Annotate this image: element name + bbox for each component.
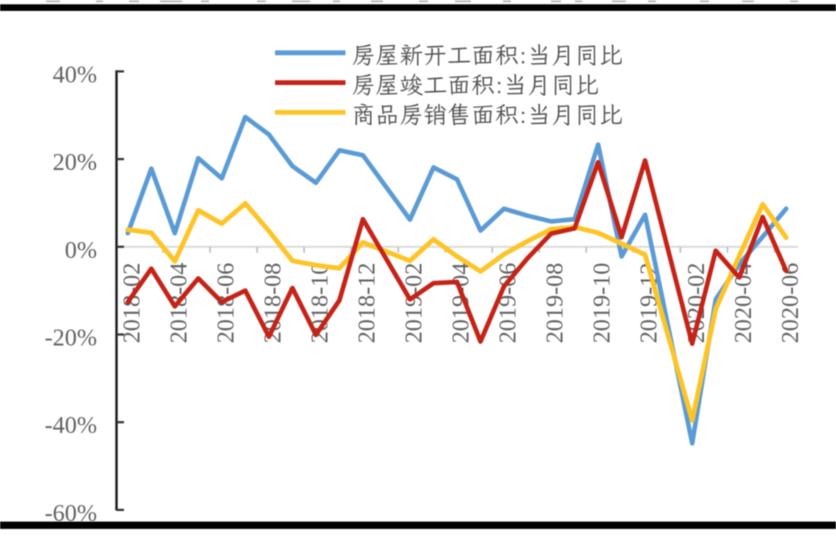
svg-text:2019-08: 2019-08 bbox=[542, 263, 569, 344]
svg-text:2018-06: 2018-06 bbox=[212, 263, 239, 344]
svg-text:2020-04: 2020-04 bbox=[730, 263, 757, 344]
svg-text:2018-12: 2018-12 bbox=[354, 263, 381, 344]
svg-text:-60%: -60% bbox=[45, 500, 97, 527]
svg-text:2020-06: 2020-06 bbox=[777, 263, 804, 344]
svg-text:2019-04: 2019-04 bbox=[448, 263, 475, 344]
svg-text:40%: 40% bbox=[53, 61, 97, 88]
svg-text:2019-02: 2019-02 bbox=[401, 263, 428, 344]
svg-text:-40%: -40% bbox=[45, 412, 97, 439]
svg-text:20%: 20% bbox=[53, 149, 97, 176]
svg-text:2019-10: 2019-10 bbox=[589, 263, 616, 344]
svg-text:0%: 0% bbox=[65, 237, 97, 264]
svg-text:2018-02: 2018-02 bbox=[118, 263, 145, 344]
svg-text:-20%: -20% bbox=[45, 325, 97, 352]
